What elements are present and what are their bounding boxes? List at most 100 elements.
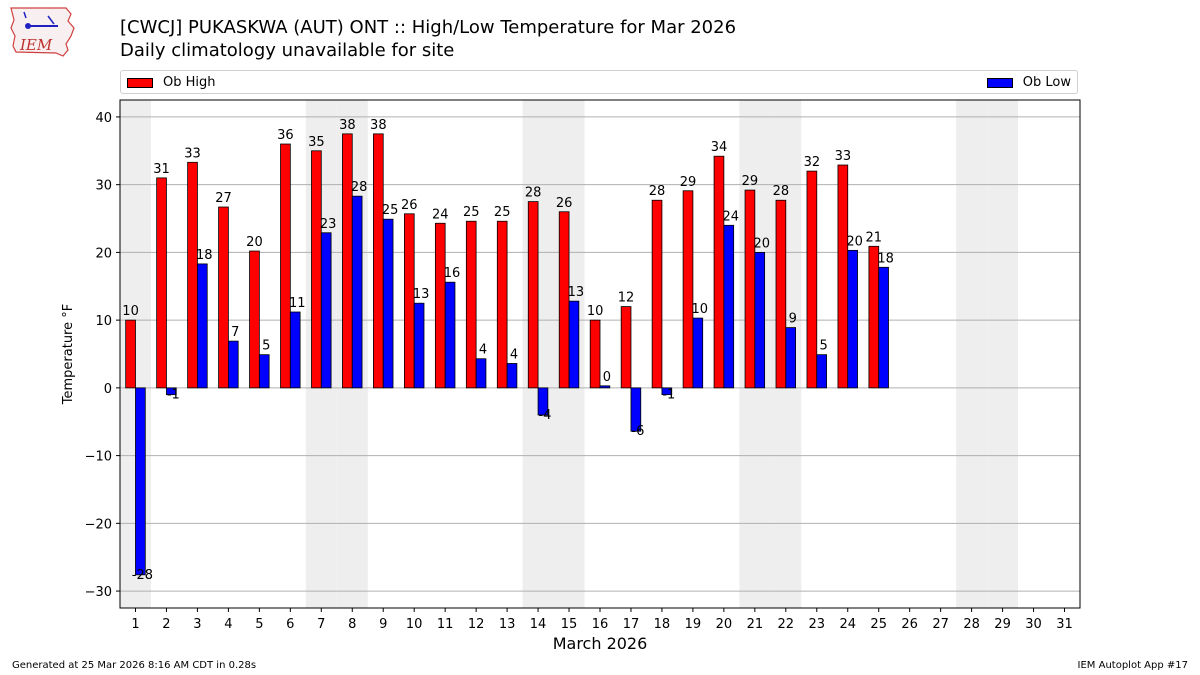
x-tick-label: 17: [623, 617, 640, 632]
x-tick-label: 27: [932, 617, 949, 632]
high-bar-day-21: [744, 189, 756, 389]
x-tick-label: 13: [499, 617, 516, 632]
low-bar-day-7: [320, 232, 332, 389]
high-bar-day-9: [373, 133, 384, 389]
high-value-label-day-22: 28: [773, 184, 790, 199]
low-bar-day-9: [382, 218, 394, 389]
high-bar-day-6: [280, 143, 291, 389]
high-bar-day-18: [651, 199, 663, 389]
x-tick-label: 18: [654, 617, 671, 632]
x-tick-label: 7: [317, 617, 325, 632]
weekend-band-day-28: [956, 100, 988, 608]
high-bar-day-16: [589, 319, 601, 389]
low-value-label-day-14: -4: [538, 408, 551, 423]
low-value-label-day-20: 24: [722, 209, 739, 224]
high-bar-day-15: [558, 211, 570, 389]
low-value-label-day-22: 9: [789, 312, 797, 327]
high-value-label-day-15: 26: [556, 196, 573, 211]
y-tick-label: −10: [85, 450, 112, 465]
x-tick-label: 24: [839, 617, 856, 632]
low-value-label-day-10: 13: [413, 287, 430, 302]
low-value-label-day-2: -1: [167, 388, 180, 403]
high-bar-day-19: [682, 190, 694, 389]
low-bar-day-15: [568, 300, 580, 389]
x-axis-label: March 2026: [553, 634, 648, 653]
high-bar-day-22: [775, 199, 787, 389]
low-value-label-day-25: 18: [877, 251, 894, 266]
low-value-label-day-4: 7: [231, 325, 239, 340]
low-value-label-day-15: 13: [568, 285, 585, 300]
high-value-label-day-6: 36: [277, 128, 294, 143]
legend-label-high: Ob High: [163, 75, 216, 90]
x-tick-label: 6: [286, 617, 294, 632]
x-tick-label: 19: [685, 617, 702, 632]
app-note: IEM Autoplot App #17: [1077, 660, 1188, 671]
x-tick-label: 30: [1025, 617, 1042, 632]
high-value-label-day-16: 10: [587, 304, 604, 319]
x-tick-label: 29: [994, 617, 1011, 632]
legend-item-ob-low: Ob Low: [986, 75, 1071, 90]
high-value-label-day-2: 31: [153, 162, 170, 177]
chart-title: [CWCJ] PUKASKWA (AUT) ONT :: High/Low Te…: [120, 17, 737, 38]
high-value-label-day-1: 10: [122, 304, 139, 319]
low-bar-day-19: [692, 317, 704, 389]
low-value-label-day-21: 20: [753, 236, 770, 251]
high-bar-day-24: [837, 164, 849, 389]
high-bar-day-8: [342, 133, 353, 389]
high-value-label-day-21: 29: [742, 174, 759, 189]
low-value-label-day-1: -28: [132, 568, 153, 583]
low-value-label-day-18: -1: [662, 388, 675, 403]
x-tick-label: 22: [778, 617, 795, 632]
y-tick-label: 30: [95, 179, 112, 194]
low-bar-day-11: [444, 281, 456, 389]
x-tick-label: 3: [193, 617, 201, 632]
low-bar-day-18: [661, 387, 673, 396]
low-value-label-day-12: 4: [479, 343, 487, 358]
high-value-label-day-7: 35: [308, 135, 325, 150]
x-tick-label: 23: [809, 617, 826, 632]
high-value-label-day-8: 38: [339, 118, 356, 133]
x-tick-label: 8: [348, 617, 356, 632]
high-bar-day-7: [311, 150, 322, 389]
x-tick-label: 31: [1056, 617, 1073, 632]
high-bar-day-12: [465, 220, 477, 389]
high-value-label-day-20: 34: [711, 140, 728, 155]
low-bar-day-8: [351, 195, 363, 389]
low-bar-day-16: [599, 385, 611, 389]
chart-subtitle: Daily climatology unavailable for site: [120, 40, 455, 61]
y-tick-label: 20: [95, 246, 112, 261]
high-value-label-day-13: 25: [494, 205, 511, 220]
high-bar-day-5: [249, 250, 260, 389]
weekend-band-day-29: [987, 100, 1019, 608]
high-value-label-day-17: 12: [618, 291, 635, 306]
low-bar-day-2: [166, 387, 177, 396]
x-tick-label: 20: [716, 617, 733, 632]
legend-label-low: Ob Low: [1022, 75, 1071, 90]
high-bar-day-13: [496, 220, 508, 389]
high-value-label-day-24: 33: [835, 149, 852, 164]
high-bar-day-17: [620, 306, 632, 389]
y-tick-label: −20: [85, 517, 112, 532]
low-value-label-day-5: 5: [262, 339, 270, 354]
low-bar-day-4: [227, 340, 239, 389]
x-tick-label: 12: [468, 617, 485, 632]
low-value-label-day-3: 18: [196, 248, 213, 263]
low-bar-day-20: [723, 224, 735, 389]
low-bar-day-13: [506, 363, 518, 389]
high-bar-day-25: [868, 245, 880, 389]
high-value-label-day-3: 33: [184, 146, 201, 161]
high-bar-day-4: [218, 206, 229, 389]
x-tick-label: 5: [255, 617, 263, 632]
high-value-label-day-9: 38: [370, 118, 387, 133]
low-value-label-day-24: 20: [846, 234, 863, 249]
high-value-label-day-25: 21: [866, 230, 883, 245]
x-tick-label: 26: [901, 617, 918, 632]
high-bar-day-11: [434, 222, 446, 389]
low-value-label-day-19: 10: [692, 302, 709, 317]
low-value-label-day-23: 5: [820, 339, 828, 354]
low-bar-day-1: [135, 387, 146, 576]
low-bar-day-21: [754, 251, 766, 389]
high-value-label-day-12: 25: [463, 205, 480, 220]
x-tick-label: 11: [437, 617, 454, 632]
low-bar-day-22: [785, 327, 797, 389]
